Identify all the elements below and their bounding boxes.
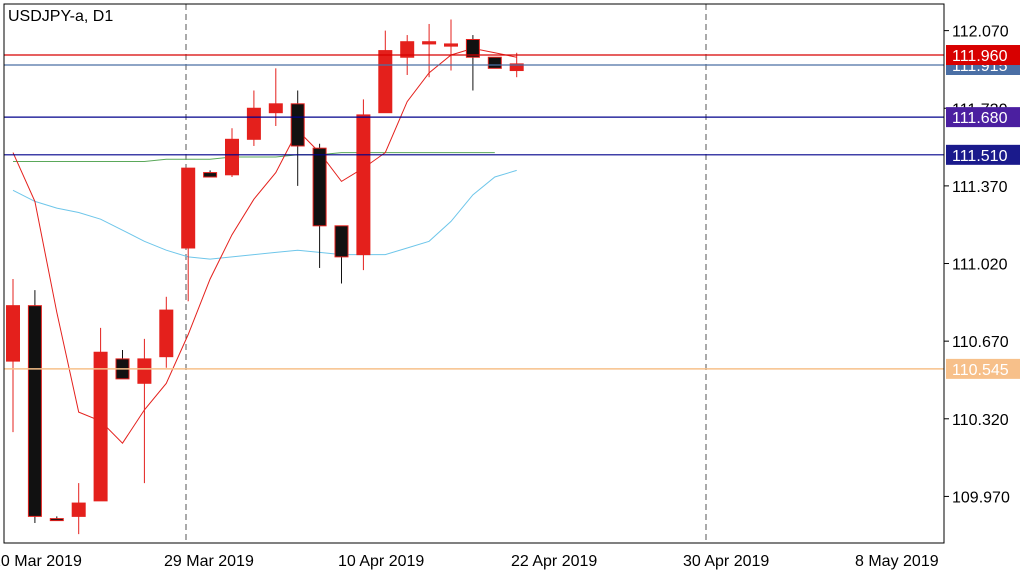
- candle-body: [93, 351, 108, 502]
- moving-average-long-line: [13, 152, 495, 162]
- price-tag-background: [946, 358, 1020, 379]
- candle-body: [334, 225, 349, 258]
- candle-body: [203, 172, 218, 178]
- candle-body: [487, 56, 502, 69]
- y-tick-label: 110.670: [952, 334, 1009, 351]
- candle-body: [246, 107, 261, 140]
- price-tag-background: [946, 144, 1020, 165]
- moving-average-slow-line: [12, 169, 517, 260]
- y-tick-label: 109.970: [952, 489, 1010, 506]
- y-tick-label: 112.070: [952, 24, 1009, 41]
- candle-body: [312, 147, 327, 227]
- candle-body: [356, 114, 371, 256]
- price-tag-label: 110.545: [952, 362, 1009, 379]
- candle-body: [465, 38, 480, 58]
- price-tag-label: 111.510: [952, 148, 1008, 165]
- x-tick-label: 8 May 2019: [855, 553, 939, 570]
- candle-body: [378, 50, 393, 114]
- candle-body: [225, 138, 239, 176]
- candle-body: [181, 167, 196, 249]
- candle-body: [137, 358, 152, 384]
- price-tag-background: [946, 45, 1020, 66]
- x-tick-label: 29 Mar 2019: [164, 553, 254, 570]
- x-tick-label: 22 Apr 2019: [511, 553, 597, 570]
- price-tag-label: 111.960: [952, 48, 1008, 65]
- y-tick-label: 110.320: [952, 412, 1009, 429]
- candle-body: [290, 103, 305, 147]
- plot-frame: [3, 3, 945, 544]
- price-tag-background: [946, 107, 1020, 128]
- candle-body: [268, 103, 283, 114]
- x-tick-label: 20 Mar 2019: [0, 553, 82, 570]
- chart-title: USDJPY-a, D1: [8, 8, 113, 25]
- x-tick-label: 30 Apr 2019: [683, 553, 769, 570]
- candle-body: [49, 518, 64, 522]
- y-tick-label: 111.020: [952, 257, 1008, 274]
- candle-body: [71, 502, 86, 517]
- price-tag-label: 111.680: [952, 110, 1008, 127]
- x-tick-label: 10 Apr 2019: [338, 553, 424, 570]
- candle-body: [27, 305, 42, 517]
- candle-body: [159, 309, 174, 358]
- candle-body: [422, 41, 437, 45]
- y-tick-label: 111.370: [952, 179, 1008, 196]
- candle-body: [400, 41, 415, 58]
- candle-body: [444, 43, 458, 47]
- candle-body: [6, 305, 20, 362]
- candle-body: [509, 63, 524, 72]
